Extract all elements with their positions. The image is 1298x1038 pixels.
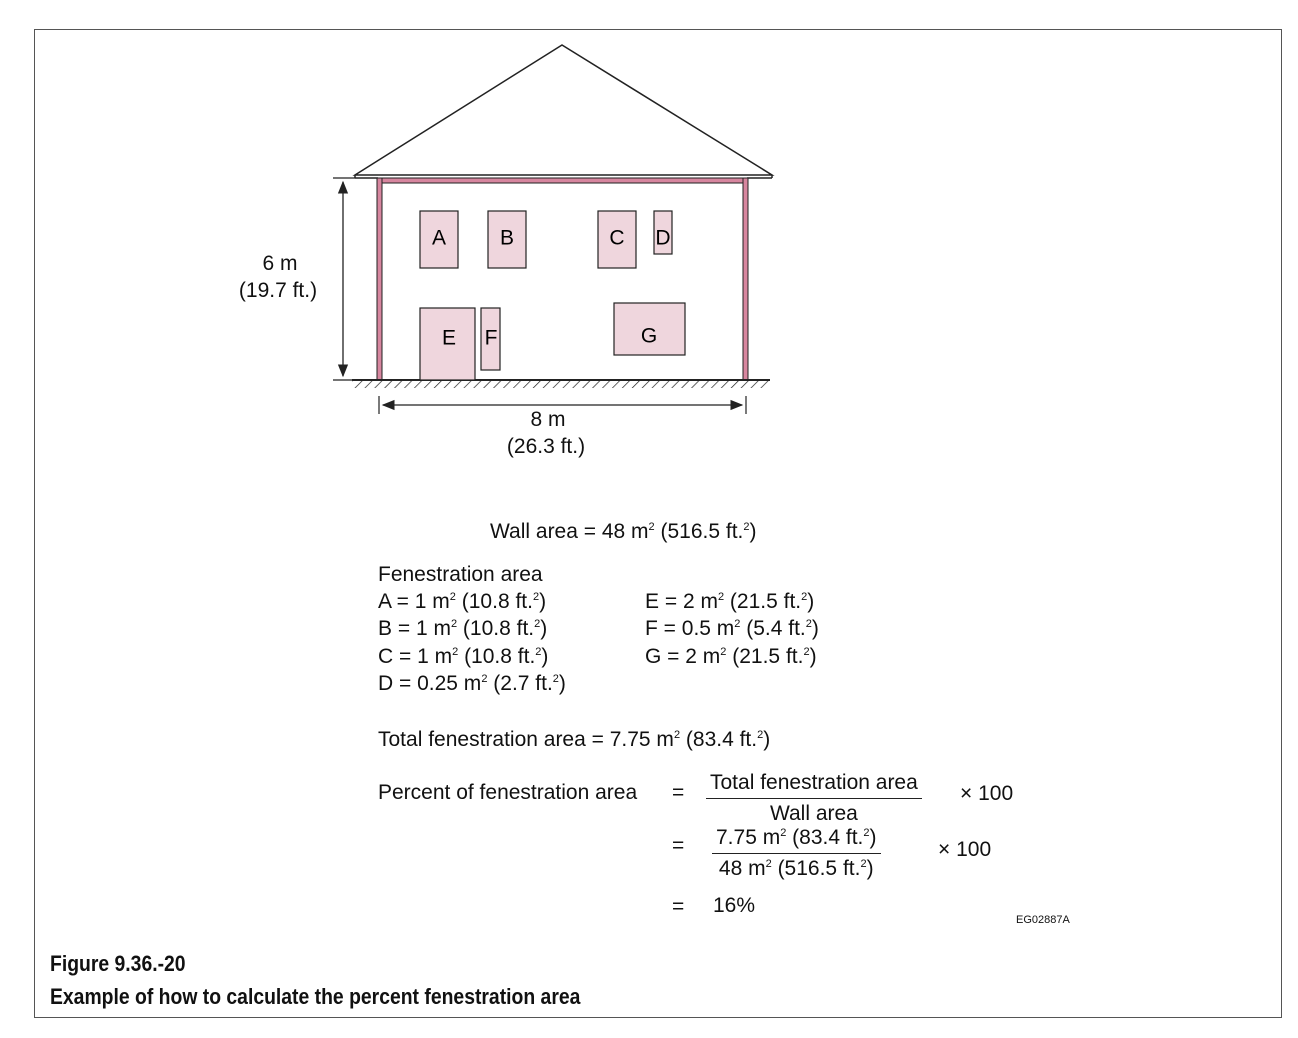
fraction-formula-denominator: Wall area [769, 802, 858, 825]
fenestration-a: A = 1 m2 (10.8 ft.2) [378, 590, 547, 613]
fraction-formula-numerator: Total fenestration area [706, 771, 922, 799]
svg-text:B: B [500, 227, 514, 250]
fenestration-b: B = 1 m2 (10.8 ft.2) [378, 617, 548, 640]
fraction-values-numerator: 7.75 m2 (83.4 ft.2) [712, 826, 881, 854]
width-dimension [378, 396, 747, 414]
figure-number: Figure 9.36.-20 [50, 951, 186, 976]
fraction-values: 7.75 m2 (83.4 ft.2) 48 m2 (516.5 ft.2) [712, 826, 881, 881]
figure-frame [34, 29, 1282, 1018]
width-label: 8 m [530, 408, 566, 431]
ground-hatch [352, 380, 770, 388]
fenestration-heading: Fenestration area [378, 563, 543, 586]
fraction-values-denominator: 48 m2 (516.5 ft.2) [718, 857, 874, 880]
fenestration-g: G = 2 m2 (21.5 ft.2) [645, 645, 817, 668]
window-g: G [613, 302, 686, 356]
svg-text:A: A [432, 227, 446, 250]
figure-code: EG02887A [1016, 914, 1070, 926]
percent-label: Percent of fenestration area [378, 781, 638, 804]
window-a: A [419, 210, 459, 269]
window-c: C [597, 210, 637, 269]
wall-area-line: Wall area = 48 m2 (516.5 ft.2) [490, 520, 757, 543]
roof [352, 44, 775, 176]
figure-caption: Example of how to calculate the percent … [50, 984, 581, 1009]
fraction-formula: Total fenestration area Wall area [706, 771, 922, 826]
times-100-1: × 100 [960, 782, 1014, 805]
fenestration-d: D = 0.25 m2 (2.7 ft.2) [378, 672, 566, 695]
svg-text:G: G [641, 325, 657, 348]
height-dimension [333, 177, 355, 381]
window-b: B [487, 210, 527, 269]
window-f: F [480, 307, 501, 371]
total-fenestration-line: Total fenestration area = 7.75 m2 (83.4 … [378, 728, 771, 751]
fenestration-f: F = 0.5 m2 (5.4 ft.2) [645, 617, 819, 640]
svg-text:E: E [442, 327, 456, 350]
equals-3: = [672, 895, 685, 918]
svg-text:C: C [609, 227, 624, 250]
fenestration-c: C = 1 m2 (10.8 ft.2) [378, 645, 549, 668]
height-label-ft: (19.7 ft.) [238, 279, 318, 302]
percent-result: 16% [713, 894, 756, 917]
window-d: D [653, 210, 673, 255]
equals-2: = [672, 834, 685, 857]
height-label: 6 m [262, 252, 298, 275]
equals-1: = [672, 781, 685, 804]
svg-text:F: F [485, 327, 498, 350]
times-100-2: × 100 [938, 838, 992, 861]
fenestration-e: E = 2 m2 (21.5 ft.2) [645, 590, 815, 613]
width-label-ft: (26.3 ft.) [506, 435, 586, 458]
window-e: E [419, 307, 476, 381]
svg-text:D: D [655, 227, 670, 250]
